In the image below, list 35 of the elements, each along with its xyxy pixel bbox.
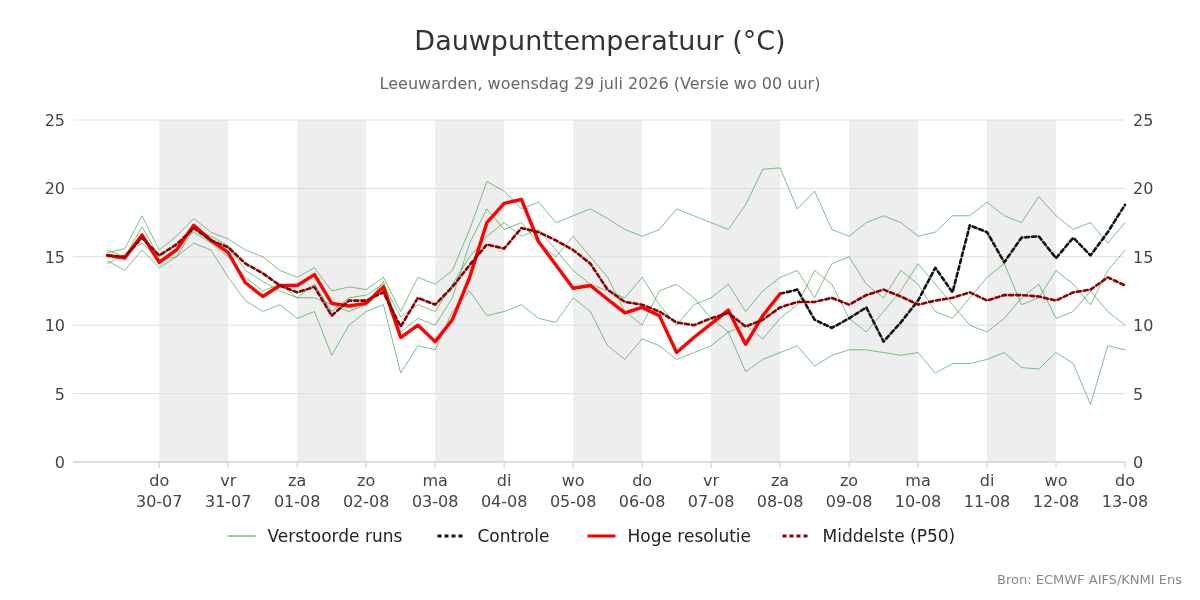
x-tick-label: ma 10-08 xyxy=(894,471,942,511)
legend-label: Middelste (P50) xyxy=(822,526,956,546)
chart-title: Dauwpunttemperatuur (°C) xyxy=(414,25,786,56)
y2-tick-label: 10 xyxy=(1133,316,1154,336)
y-tick-label: 25 xyxy=(44,111,65,130)
y2-tick-label: 20 xyxy=(1133,179,1154,199)
line-series xyxy=(778,203,1127,343)
y2-tick-label: 25 xyxy=(1133,111,1154,130)
x-tick-label: wo 05-08 xyxy=(549,471,597,511)
x-tick-label: do 30-07 xyxy=(135,471,183,511)
x-tick-label: vr 07-08 xyxy=(687,471,735,511)
text: Bron: ECMWF AIFS/KNMI Ens xyxy=(997,572,1183,587)
x-tick-label: di 11-08 xyxy=(963,471,1011,511)
y-tick-label: 5 xyxy=(54,384,65,404)
y-tick-label: 0 xyxy=(54,453,65,472)
y-tick-label: 15 xyxy=(44,247,65,267)
chart-subtitle: Leeuwarden, woensdag 29 juli 2026 (Versie wo 00 uur) xyxy=(379,74,821,93)
x-tick-label: do 06-08 xyxy=(618,471,666,511)
y-tick-label: 10 xyxy=(44,316,65,336)
legend-label: Verstoorde runs xyxy=(267,526,403,546)
x-tick-label: vr 31-07 xyxy=(204,471,252,511)
x-tick-label: zo 02-08 xyxy=(342,471,390,511)
y2-tick-label: 15 xyxy=(1133,247,1154,267)
legend-label: Hoge resolutie xyxy=(627,526,752,546)
x-tick-label: di 04-08 xyxy=(480,471,528,511)
x-tick-label: zo 09-08 xyxy=(825,471,873,511)
x-tick-label: do 13-08 xyxy=(1101,471,1149,511)
x-tick-label: wo 12-08 xyxy=(1032,471,1080,511)
y-tick-label: 20 xyxy=(44,179,65,199)
y2-tick-label: 0 xyxy=(1133,453,1144,472)
y2-tick-label: 5 xyxy=(1133,384,1144,404)
x-tick-label: ma 03-08 xyxy=(411,471,459,511)
x-tick-label: za 01-08 xyxy=(273,471,321,511)
legend-label: Controle xyxy=(477,526,550,546)
x-tick-label: za 08-08 xyxy=(756,471,804,511)
